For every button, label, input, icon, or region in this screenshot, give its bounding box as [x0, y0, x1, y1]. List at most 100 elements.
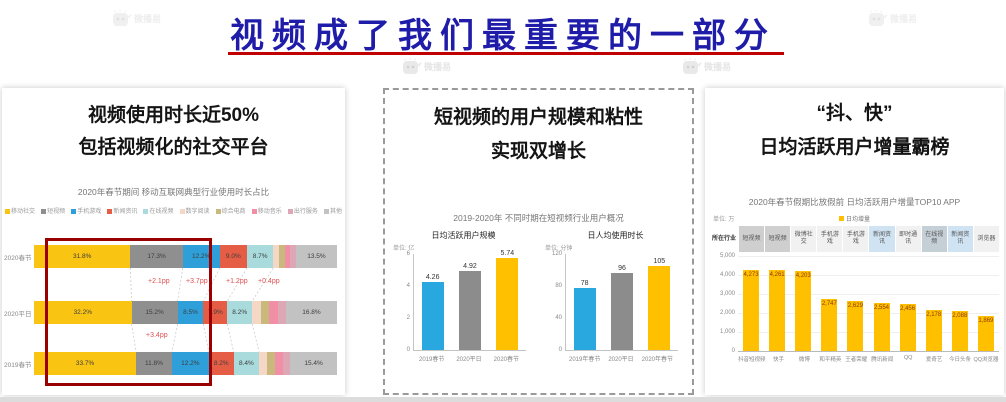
- annotation-pp: +3.7pp: [186, 278, 208, 285]
- bar-column: 1,869: [973, 310, 999, 351]
- bar-segment: 11.8%: [136, 352, 172, 375]
- bar: [421, 281, 444, 350]
- stacked-bar: 32.2% 15.2% 8.5% 7.9% 8.2% 16.8%: [34, 301, 337, 324]
- bar: [458, 271, 481, 350]
- stacked-chart-legend: 移动社交 短视频 手机游戏 新闻资讯 在线视频 数字阅读 综合电商 移动音乐 出行服务 其他: [5, 206, 342, 215]
- bar-segment: 13.5%: [296, 245, 337, 268]
- legend-item: 其他: [323, 206, 342, 215]
- bar-value-label: 2,629: [847, 303, 863, 309]
- bar: [769, 270, 786, 351]
- watermark: 微播易: [682, 58, 731, 75]
- y-tick-label: 4,000: [719, 272, 735, 278]
- bar-column: 96: [610, 265, 633, 350]
- industry-cell: 微博社交: [791, 226, 817, 252]
- bar: [743, 269, 760, 351]
- bar: [573, 287, 596, 350]
- bar-column: 4.92: [458, 263, 481, 350]
- x-axis-labels: 2019年春节 2020平日 2020年春节: [565, 354, 677, 363]
- panel3-heading-line2: 日均活跃用户增量霸榜: [759, 137, 950, 158]
- bar: [899, 304, 916, 351]
- mini-chart-title: 日人均使用时长: [587, 231, 644, 240]
- bar: [847, 301, 864, 351]
- industry-cell: 手机游戏: [817, 226, 843, 252]
- bar: [496, 258, 519, 350]
- legend-swatch: [215, 208, 221, 214]
- y-tick-label: 0: [731, 348, 735, 354]
- x-tick-label: 今日头条: [949, 357, 972, 363]
- legend-item: 短视频: [41, 206, 65, 215]
- legend-item: 手机游戏: [71, 206, 101, 215]
- x-tick-label: QQ: [903, 355, 913, 361]
- x-tick-label: 2019年春节: [568, 357, 601, 363]
- y-axis-ticks: 6 4 2 0: [392, 251, 410, 353]
- panel2-heading-line2: 实现双增长: [490, 141, 586, 162]
- y-tick-label: 80: [555, 283, 562, 289]
- bar-segment: 9.0%: [219, 245, 247, 268]
- bar-segment: 15.4%: [290, 352, 337, 375]
- panel3-heading-line1: “抖、快”: [816, 103, 893, 124]
- panel2-heading-line1: 短视频的用户规模和粘性: [433, 107, 643, 128]
- y-tick-label: 2: [406, 315, 410, 321]
- industry-cell: 短视频: [739, 226, 765, 252]
- bar-segment: 8.4%: [233, 352, 260, 375]
- legend-swatch: [179, 208, 185, 214]
- legend-swatch: [838, 216, 844, 221]
- legend-label: 日均增量: [845, 217, 870, 223]
- bar: [648, 266, 671, 350]
- bar-segment: [284, 245, 291, 268]
- x-tick-label: QQ浏览器: [973, 357, 999, 363]
- watermark-label: 微播易: [424, 62, 452, 72]
- industry-cell: 新闻资讯: [947, 226, 973, 252]
- page-title: 视频成了我们最重要的一部分: [230, 17, 776, 55]
- legend-item: 综合电商: [215, 206, 246, 215]
- bar-column: 4,273: [738, 264, 764, 351]
- bar-segment: [290, 245, 297, 268]
- bar-segment: 12.2%: [171, 352, 209, 375]
- bar-segment: [277, 301, 286, 324]
- bar-segment: [266, 352, 275, 375]
- y-tick-label: 1,000: [719, 329, 735, 335]
- annotation-pp: +3.4pp: [146, 332, 168, 339]
- bar-segment: [260, 301, 270, 324]
- bar-segment: 8.5%: [177, 301, 204, 324]
- bar-segment: [252, 301, 261, 324]
- bar-value-label: 4,273: [743, 271, 759, 278]
- bar-segment: 17.3%: [130, 245, 183, 268]
- watermark-bird-icon: [683, 58, 702, 74]
- y-tick-label: 0: [406, 347, 410, 353]
- bar-segment: 32.2%: [34, 301, 132, 324]
- y-tick-label: 6: [406, 251, 410, 257]
- bar: [610, 273, 633, 350]
- y-tick-label: 120: [551, 251, 562, 257]
- y-tick-label: 0: [558, 347, 562, 353]
- x-tick-label: 2020年春节: [641, 357, 673, 363]
- bar-column: 105: [648, 258, 671, 350]
- plot-area: 120 80 40 0 78 96 105: [552, 251, 678, 353]
- y-tick-label: 2,000: [719, 310, 735, 316]
- industry-cell: 短视频: [765, 226, 791, 252]
- bar: [977, 315, 994, 351]
- industry-cell: 手机游戏: [843, 226, 869, 252]
- title-underline: [228, 52, 784, 55]
- bar: [821, 298, 838, 351]
- bars: 4.26 4.92 5.74: [414, 250, 526, 350]
- x-tick-label: 王者荣耀: [845, 357, 868, 363]
- bar-value-label: 4.92: [463, 263, 477, 271]
- bar-value-label: 2,554: [874, 304, 890, 311]
- legend-item: 数字阅读: [179, 206, 210, 215]
- legend-swatch: [287, 208, 293, 214]
- bar: [925, 309, 942, 351]
- row-category-label: 2019春节: [4, 361, 32, 369]
- stacked-bar-row: 2020平日 32.2% 15.2% 8.5% 7.9% 8.2% 16.8%: [4, 301, 337, 324]
- legend-item: 移动社交: [5, 206, 35, 215]
- y-tick-label: 40: [555, 315, 562, 321]
- bar-value-label: 2,088: [952, 313, 968, 320]
- panel3-chart-title: 2020年春节假期比放假前 日均活跃用户增量TOP10 APP: [748, 197, 961, 207]
- annotation-pp: +1.2pp: [226, 278, 248, 285]
- bar-value-label: 4,261: [769, 272, 785, 278]
- panel2-chart-title: 2019-2020年 不同时期在短视频行业用户概况: [453, 213, 624, 223]
- annotation-pp: +0.4pp: [258, 278, 280, 285]
- watermark-bird-icon: [403, 58, 422, 74]
- industry-header-row: 所在行业 短视频 短视频 微博社交 手机游戏 手机游戏 新闻资讯 即时通讯 在线视频 新闻资讯 浏览…: [710, 226, 999, 252]
